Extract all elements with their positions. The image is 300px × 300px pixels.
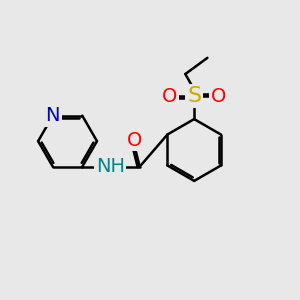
- Text: NH: NH: [96, 157, 125, 176]
- Text: O: O: [211, 87, 226, 106]
- Text: N: N: [46, 106, 60, 125]
- Text: O: O: [127, 131, 142, 150]
- Text: O: O: [162, 87, 177, 106]
- Text: S: S: [187, 86, 201, 106]
